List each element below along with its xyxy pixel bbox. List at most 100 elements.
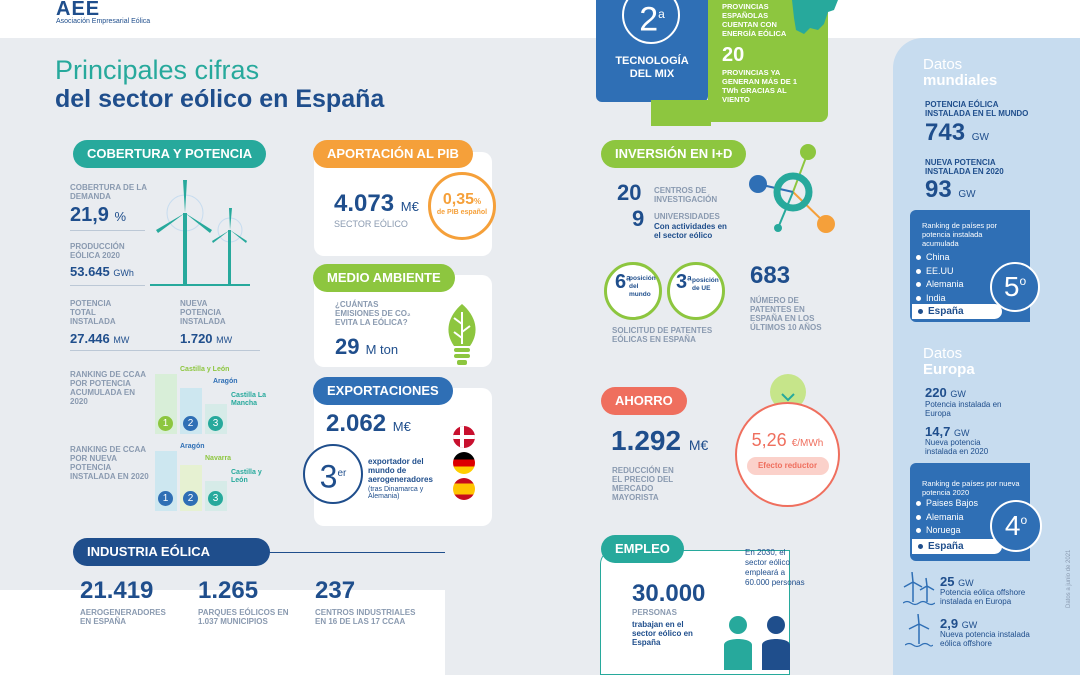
industria-value: 1.265 [198, 577, 259, 604]
pib-unit: M€ [400, 199, 419, 214]
total-power-label: POTENCIA TOTAL INSTALADA [70, 299, 116, 326]
offshore-new-number: 2,9 [940, 616, 959, 631]
world-new-number: 93 [925, 176, 952, 203]
export-number: 2.062 [326, 410, 387, 437]
centers-value: 20 [617, 180, 642, 205]
empleo-future: En 2030, el sector eólico empleará a 60.… [745, 548, 805, 587]
eu-installed-number: 220 [925, 385, 947, 400]
podium-name-1: Castilla y León [180, 366, 230, 373]
flag-germany-icon [453, 452, 475, 474]
pib-value: 4.073 M€ [334, 190, 419, 218]
logo-subtitle: Asociación Empresarial Eólica [56, 18, 151, 25]
new-power-number: 1.720 [180, 331, 213, 346]
total-power-value: 27.446 MW [70, 331, 129, 346]
industria-item: 1.265 PARQUES EÓLICOS EN 1.037 MUNICIPIO… [198, 577, 298, 626]
world-spain-label: España [928, 306, 964, 317]
offshore-new-label: Nueva potencia instalada eólica offshore [940, 630, 1030, 648]
ahorro-price-unit: €/MWh [791, 438, 824, 449]
industria-value: 21.419 [80, 577, 154, 604]
univ-label: UNIVERSIDADES [654, 212, 720, 221]
divider [70, 285, 145, 286]
world-spain-highlight: España [912, 304, 1002, 319]
rank-world-badge: 6a posición del mundo [604, 262, 662, 320]
world-new-value: 93 GW [925, 176, 976, 204]
ranking-item-label: Noruega [926, 525, 961, 535]
empleo-value: 30.000 [632, 580, 706, 607]
europa-title: Datos Europa [923, 346, 975, 378]
export-header: EXPORTACIONES [313, 377, 453, 405]
logo: AEE Asociación Empresarial Eólica [56, 0, 150, 25]
podium-name-2: Aragón [213, 378, 238, 385]
people-icon [720, 615, 796, 675]
ranking-item: Alemania [916, 278, 964, 292]
industria-item: 237 CENTROS INDUSTRIALES EN 16 DE LAS 17… [315, 577, 425, 626]
eu-new-number: 14,7 [925, 424, 951, 439]
europa-title-light: Datos [923, 345, 963, 362]
empleo-header: EMPLEO [601, 535, 684, 563]
ranking-item: EE.UU [916, 265, 964, 279]
ahorro-label: REDUCCIÓN EN EL PRECIO DEL MERCADO MAYOR… [612, 466, 674, 502]
world-new-label: NUEVA POTENCIA INSTALADA EN 2020 [925, 158, 1004, 176]
centers-label: CENTROS DE INVESTIGACIÓN [654, 186, 718, 204]
right-background [893, 38, 1080, 675]
world-installed-label: POTENCIA EÓLICA INSTALADA EN EL MUNDO [925, 100, 1029, 118]
total-power-number: 27.446 [70, 331, 110, 346]
eu-position-circle: 4o [990, 500, 1042, 552]
ranking1-label: RANKING DE CCAA POR POTENCIA ACUMULADA E… [70, 370, 146, 406]
inversion-header: INVERSIÓN EN I+D [601, 140, 747, 168]
leaf-bulb-icon [440, 302, 484, 373]
pib-number: 4.073 [334, 190, 395, 217]
medio-header: MEDIO AMBIENTE [313, 264, 455, 292]
divider [70, 350, 260, 351]
offshore-new-unit: GW [961, 620, 978, 630]
podium-name-1: Aragón [180, 443, 205, 450]
tech-panel: 2a TECNOLOGÍA DEL MIX [596, 0, 708, 102]
provinces-panel-tail [651, 100, 711, 126]
mundial-title-light: Datos [923, 56, 963, 73]
univ-sub: Con actividades en el sector eólico [654, 222, 727, 240]
coverage-number: 21,9 [70, 204, 109, 226]
podium-num-1: 1 [158, 491, 173, 506]
ranking-item-label: China [926, 252, 950, 262]
left-white-strip [0, 590, 445, 675]
tech-label: TECNOLOGÍA DEL MIX [615, 55, 689, 80]
podium-name-2: Navarra [205, 455, 232, 462]
offshore-number: 25 [940, 574, 955, 589]
world-installed-number: 743 [925, 119, 966, 146]
production-unit: GWh [113, 268, 134, 278]
network-icon [748, 140, 838, 245]
rank-world: 6 [615, 271, 627, 293]
logo-text: AEE [56, 0, 101, 20]
offshore-unit: GW [958, 578, 974, 588]
coverage-label: COBERTURA DE LA DEMANDA [70, 183, 147, 201]
export-rank: 3 [319, 458, 338, 495]
new-power-label: NUEVA POTENCIA INSTALADA [180, 299, 226, 326]
rank-eu-sup: a [687, 273, 692, 283]
export-unit: M€ [392, 419, 411, 434]
tech-rank: 2 [639, 0, 659, 39]
ahorro-price: 5,26 [751, 430, 787, 450]
ranking-item: Paises Bajos [916, 497, 978, 511]
eu-installed-value: 220 GW [925, 385, 966, 400]
ranking-item: India [916, 292, 964, 306]
eu-installed-label: Potencia instalada en Europa [925, 400, 1002, 418]
ranking2-chart: 1 2 3 Aragón Navarra Castilla y León [155, 443, 265, 511]
empleo-label: PERSONAS [632, 608, 677, 617]
empleo-card [600, 550, 790, 675]
title-line1: Principales cifras [55, 55, 260, 85]
wind-turbines-icon [150, 178, 250, 293]
flag-denmark-icon [453, 426, 475, 448]
podium-num-3: 3 [208, 491, 223, 506]
industria-item: 21.419 AEROGENERADORES EN ESPAÑA [80, 577, 175, 626]
export-value: 2.062 M€ [326, 410, 411, 438]
empleo-sub: trabajan en el sector eólico en España [632, 620, 693, 647]
new-power-value: 1.720 MW [180, 331, 232, 346]
eu-ranking-list: Paises Bajos Alemania Noruega [916, 497, 978, 538]
ranking-item: Noruega [916, 524, 978, 538]
total-power-unit: MW [113, 335, 130, 345]
eu-spain-highlight: España [912, 539, 1002, 554]
rank-world-sup: a [626, 273, 631, 283]
ranking-item-label: Alemania [926, 511, 964, 522]
offshore-turbines-icon [902, 571, 936, 611]
ranking-item-label: India [926, 292, 946, 303]
